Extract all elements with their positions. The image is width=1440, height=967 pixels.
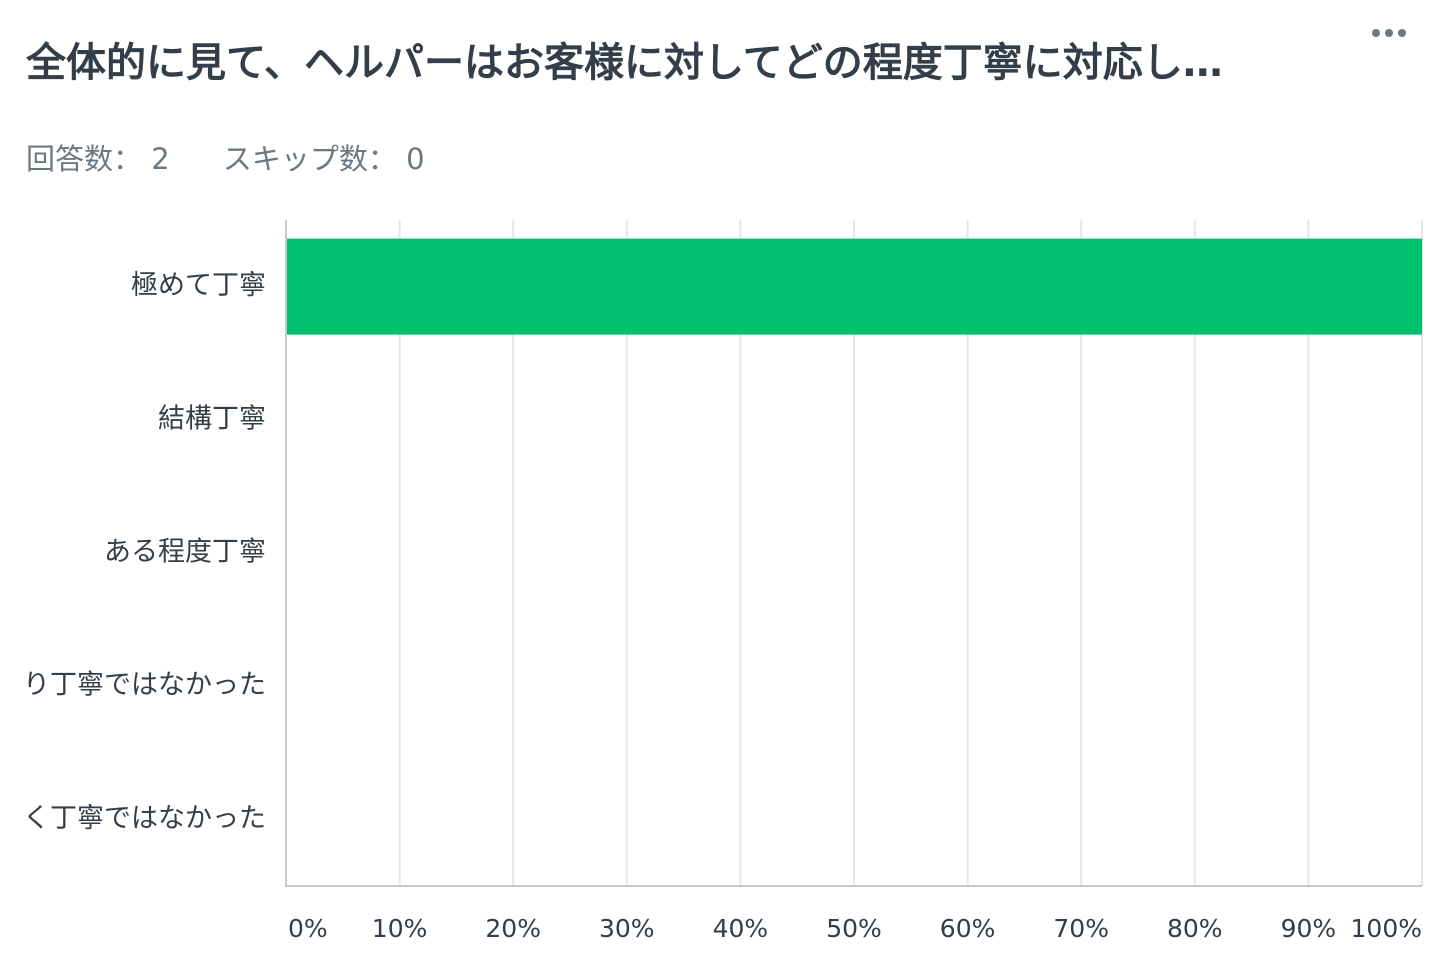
x-tick-label: 60% <box>940 914 996 943</box>
category-label: く丁寧ではなかった <box>23 803 266 834</box>
skipped-count: スキップ数： 0 <box>222 142 425 176</box>
x-tick-label: 30% <box>599 914 655 943</box>
x-tick-label: 50% <box>826 914 882 943</box>
x-tick-label: 100% <box>1351 914 1422 943</box>
x-tick-label: 40% <box>713 914 769 943</box>
bar-1 <box>286 238 1422 335</box>
more-horizontal-icon-dot <box>1385 29 1393 37</box>
category-label: 極めて丁寧 <box>131 270 266 301</box>
question-title: 全体的に見て、ヘルパーはお客様に対してどの程度丁寧に対応し… <box>26 40 1223 86</box>
response-stats: 回答数： 2 スキップ数： 0 <box>26 136 1346 178</box>
category-label: ある程度丁寧 <box>104 537 266 568</box>
answered-count: 回答数： 2 <box>26 142 170 176</box>
x-tick-label: 70% <box>1053 914 1109 943</box>
more-horizontal-icon-dot <box>1398 29 1406 37</box>
x-tick-label: 0% <box>288 914 328 943</box>
category-label: 結構丁寧 <box>158 403 266 434</box>
x-tick-label: 20% <box>485 914 541 943</box>
x-tick-label: 10% <box>372 914 428 943</box>
x-tick-label: 90% <box>1281 914 1337 943</box>
more-horizontal-icon <box>1372 29 1380 37</box>
question-header: 全体的に見て、ヘルパーはお客様に対してどの程度丁寧に対応し… 回答数： 2 スキ… <box>26 30 1346 178</box>
x-tick-label: 80% <box>1167 914 1223 943</box>
more-options-button[interactable] <box>1364 18 1414 48</box>
category-label: り丁寧ではなかった <box>23 670 266 701</box>
